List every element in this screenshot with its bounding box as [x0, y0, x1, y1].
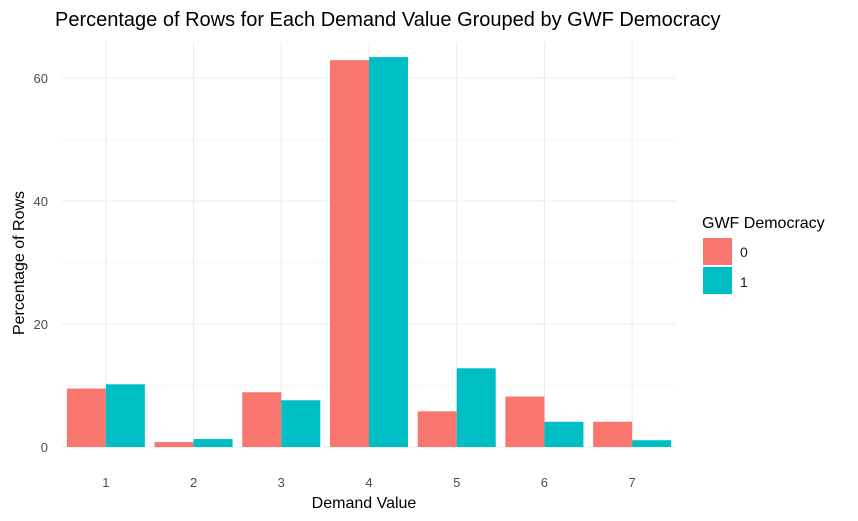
bar-4-series-0	[330, 60, 369, 447]
bar-6-series-0	[505, 396, 545, 447]
y-tick-label: 20	[34, 317, 48, 332]
legend-title: GWF Democracy	[702, 215, 825, 232]
x-tick-label: 6	[541, 475, 548, 490]
bars	[66, 57, 672, 448]
legend-key-0	[703, 238, 732, 265]
bar-7-series-0	[593, 421, 633, 447]
bar-6-series-1	[544, 421, 584, 447]
x-axis-ticks: 1 2 3 4 5 6 7	[102, 475, 636, 490]
y-tick-label: 40	[34, 194, 48, 209]
bar-4-series-1	[369, 57, 408, 448]
bar-7-series-1	[632, 440, 672, 447]
legend: GWF Democracy 0 1	[702, 215, 825, 294]
legend-label-0: 0	[740, 244, 748, 260]
bar-5-series-0	[417, 411, 457, 447]
x-tick-label: 5	[453, 475, 460, 490]
bar-5-series-1	[456, 368, 496, 447]
x-tick-label: 7	[629, 475, 636, 490]
chart-title: Percentage of Rows for Each Demand Value…	[55, 9, 720, 31]
bar-1-series-1	[105, 384, 145, 447]
x-tick-label: 1	[102, 475, 109, 490]
x-tick-label: 4	[365, 475, 372, 490]
bar-3-series-1	[281, 400, 321, 447]
x-tick-label: 2	[190, 475, 197, 490]
bar-3-series-0	[242, 392, 282, 447]
bar-2-series-0	[154, 442, 194, 447]
x-tick-label: 3	[278, 475, 285, 490]
x-axis-title: Demand Value	[312, 495, 417, 512]
bar-1-series-0	[66, 388, 106, 447]
legend-label-1: 1	[740, 274, 748, 290]
y-axis-title: Percentage of Rows	[11, 191, 28, 335]
bar-2-series-1	[193, 439, 233, 447]
y-axis-ticks: 0 20 40 60	[34, 71, 48, 455]
legend-key-1	[703, 267, 732, 294]
y-tick-label: 0	[41, 440, 48, 455]
y-tick-label: 60	[34, 71, 48, 86]
